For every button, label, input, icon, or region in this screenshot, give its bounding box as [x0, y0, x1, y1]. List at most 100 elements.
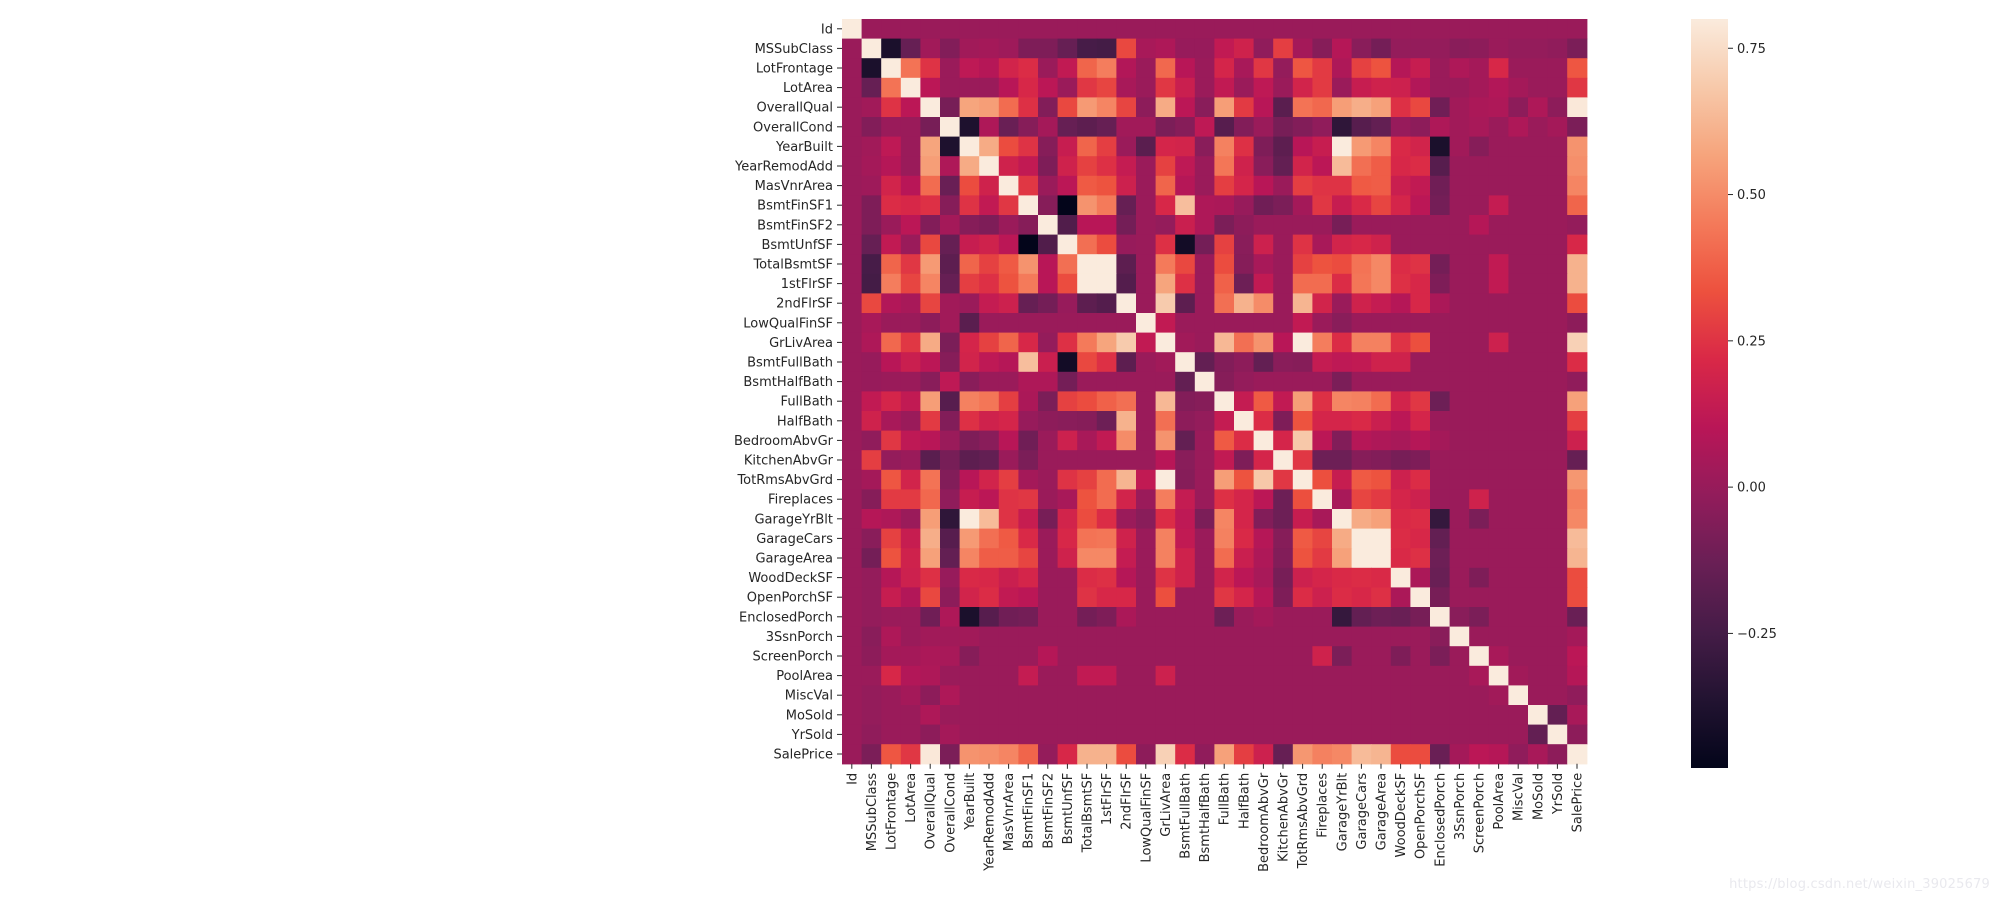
heatmap-cell-SalePrice-OverallCond [940, 744, 961, 765]
heatmap-cell-LotArea-GarageArea [1371, 77, 1392, 98]
heatmap-cell-MiscVal-PoolArea [1488, 685, 1509, 706]
heatmap-cell-OverallCond-BsmtFullBath [1175, 117, 1196, 138]
heatmap-cell-GarageArea-PoolArea [1488, 548, 1509, 569]
heatmap-cell-MoSold-OverallQual [920, 705, 941, 726]
heatmap-cell-MSSubClass-MasVnrArea [998, 38, 1019, 59]
heatmap-cell-BedroomAbvGr-3SsnPorch [1449, 430, 1470, 451]
heatmap-cell-LotArea-BsmtUnfSF [1057, 77, 1078, 98]
x-tick-label: LowQualFinSF [1139, 773, 1154, 863]
heatmap-cell-Fireplaces-BsmtHalfBath [1194, 489, 1215, 510]
heatmap-cell-OpenPorchSF-BsmtFinSF1 [1018, 587, 1039, 608]
heatmap-cell-ScreenPorch-TotalBsmtSF [1077, 646, 1098, 667]
heatmap-cell-TotRmsAbvGrd-ScreenPorch [1469, 469, 1490, 490]
heatmap-cell-Fireplaces-BedroomAbvGr [1253, 489, 1274, 510]
x-tick-label: YearBuilt [963, 773, 978, 831]
heatmap-cell-1stFlrSF-HalfBath [1234, 273, 1255, 294]
heatmap-cell-2ndFlrSF-Id [842, 293, 863, 314]
heatmap-cell-MoSold-HalfBath [1234, 705, 1255, 726]
y-tick-label: SalePrice [773, 748, 833, 763]
heatmap-cell-WoodDeckSF-FullBath [1214, 567, 1235, 588]
heatmap-cell-MiscVal-YrSold [1547, 685, 1568, 706]
heatmap-cell-GarageYrBlt-TotRmsAbvGrd [1292, 509, 1313, 530]
heatmap-cell-EnclosedPorch-BsmtFullBath [1175, 607, 1196, 628]
heatmap-cell-MoSold-Fireplaces [1312, 705, 1333, 726]
heatmap-cell-TotalBsmtSF-LotFrontage [881, 254, 902, 275]
heatmap-cell-2ndFlrSF-BsmtFinSF2 [1038, 293, 1059, 314]
heatmap-cell-BsmtFullBath-BsmtFinSF1 [1018, 352, 1039, 373]
heatmap-cell-Fireplaces-KitchenAbvGr [1273, 489, 1294, 510]
heatmap-cell-BsmtFinSF1-GarageCars [1351, 195, 1372, 216]
heatmap-cell-WoodDeckSF-2ndFlrSF [1116, 567, 1137, 588]
y-tick-label: YrSold [791, 728, 833, 743]
heatmap-cell-BedroomAbvGr-2ndFlrSF [1116, 430, 1137, 451]
heatmap-cell-MasVnrArea-LowQualFinSF [1136, 175, 1157, 196]
heatmap-cell-YearBuilt-BedroomAbvGr [1253, 136, 1274, 157]
heatmap-cell-BsmtUnfSF-BsmtFinSF1 [1018, 234, 1039, 255]
heatmap-cell-EnclosedPorch-OverallCond [940, 607, 961, 628]
heatmap-cell-EnclosedPorch-LotArea [900, 607, 921, 628]
heatmap-cell-LotArea-ScreenPorch [1469, 77, 1490, 98]
heatmap-cell-TotalBsmtSF-MiscVal [1508, 254, 1529, 275]
heatmap-cell-PoolArea-ScreenPorch [1469, 665, 1490, 686]
heatmap-cell-LotArea-TotRmsAbvGrd [1292, 77, 1313, 98]
heatmap-cell-YrSold-BsmtFinSF2 [1038, 724, 1059, 745]
heatmap-cell-BsmtFinSF1-GrLivArea [1155, 195, 1176, 216]
heatmap-cell-BsmtFullBath-GarageCars [1351, 352, 1372, 373]
heatmap-cell-HalfBath-GrLivArea [1155, 411, 1176, 432]
heatmap-cell-GarageCars-ScreenPorch [1469, 528, 1490, 549]
heatmap-cell-SalePrice-BsmtUnfSF [1057, 744, 1078, 765]
heatmap-cell-MasVnrArea-EnclosedPorch [1430, 175, 1451, 196]
heatmap-cell-BsmtUnfSF-EnclosedPorch [1430, 234, 1451, 255]
heatmap-cell-OverallCond-OpenPorchSF [1410, 117, 1431, 138]
heatmap-cell-GarageCars-BsmtFullBath [1175, 528, 1196, 549]
heatmap-cell-PoolArea-LowQualFinSF [1136, 665, 1157, 686]
heatmap-cell-LowQualFinSF-BsmtHalfBath [1194, 313, 1215, 334]
heatmap-cell-SalePrice-TotRmsAbvGrd [1292, 744, 1313, 765]
heatmap-cell-BsmtUnfSF-Id [842, 234, 863, 255]
heatmap-cell-MasVnrArea-BsmtFinSF2 [1038, 175, 1059, 196]
heatmap-cell-ScreenPorch-Id [842, 646, 863, 667]
heatmap-cell-BsmtUnfSF-YearRemodAdd [979, 234, 1000, 255]
heatmap-cell-SalePrice-Id [842, 744, 863, 765]
heatmap-cell-YrSold-ScreenPorch [1469, 724, 1490, 745]
heatmap-cell-GarageArea-BsmtUnfSF [1057, 548, 1078, 569]
heatmap-cell-LotArea-TotalBsmtSF [1077, 77, 1098, 98]
heatmap-cell-MiscVal-MoSold [1528, 685, 1549, 706]
heatmap-cell-Fireplaces-BsmtFinSF2 [1038, 489, 1059, 510]
heatmap-cell-KitchenAbvGr-PoolArea [1488, 450, 1509, 471]
heatmap-cell-SalePrice-GarageArea [1371, 744, 1392, 765]
heatmap-cell-TotalBsmtSF-TotalBsmtSF [1077, 254, 1098, 275]
heatmap-cell-KitchenAbvGr-BsmtHalfBath [1194, 450, 1215, 471]
heatmap-cell-TotalBsmtSF-BedroomAbvGr [1253, 254, 1274, 275]
heatmap-cell-GarageCars-YearRemodAdd [979, 528, 1000, 549]
heatmap-cell-OpenPorchSF-BsmtHalfBath [1194, 587, 1215, 608]
heatmap-cell-GarageCars-MoSold [1528, 528, 1549, 549]
heatmap-cell-YearBuilt-BsmtHalfBath [1194, 136, 1215, 157]
heatmap-cell-YrSold-YearRemodAdd [979, 724, 1000, 745]
heatmap-cell-GarageYrBlt-MiscVal [1508, 509, 1529, 530]
heatmap-cell-Id-LowQualFinSF [1136, 19, 1157, 40]
heatmap-cell-3SsnPorch-OpenPorchSF [1410, 626, 1431, 647]
heatmap-cell-GrLivArea-BsmtHalfBath [1194, 332, 1215, 353]
heatmap-cell-2ndFlrSF-OverallCond [940, 293, 961, 314]
heatmap-cell-LotArea-LotArea [900, 77, 921, 98]
heatmap-cell-OpenPorchSF-BsmtUnfSF [1057, 587, 1078, 608]
heatmap-cell-BedroomAbvGr-OpenPorchSF [1410, 430, 1431, 451]
heatmap-cell-MSSubClass-BedroomAbvGr [1253, 38, 1274, 59]
heatmap-cell-BedroomAbvGr-LotFrontage [881, 430, 902, 451]
heatmap-cell-Fireplaces-Id [842, 489, 863, 510]
heatmap-cell-BsmtFinSF2-BsmtFinSF2 [1038, 215, 1059, 236]
heatmap-cell-OpenPorchSF-FullBath [1214, 587, 1235, 608]
heatmap-cell-2ndFlrSF-GarageArea [1371, 293, 1392, 314]
heatmap-cell-GarageCars-TotRmsAbvGrd [1292, 528, 1313, 549]
heatmap-cell-OverallCond-MoSold [1528, 117, 1549, 138]
heatmap-cell-GarageCars-KitchenAbvGr [1273, 528, 1294, 549]
heatmap-cell-3SsnPorch-KitchenAbvGr [1273, 626, 1294, 647]
heatmap-cell-WoodDeckSF-WoodDeckSF [1390, 567, 1411, 588]
heatmap-cell-MasVnrArea-LotArea [900, 175, 921, 196]
heatmap-cell-LotArea-Id [842, 77, 863, 98]
colorbar-tick-label: 0.50 [1737, 188, 1766, 203]
heatmap-cell-GrLivArea-LowQualFinSF [1136, 332, 1157, 353]
heatmap-cell-BsmtUnfSF-BsmtUnfSF [1057, 234, 1078, 255]
colorbar-tick-label: −0.25 [1737, 627, 1777, 642]
